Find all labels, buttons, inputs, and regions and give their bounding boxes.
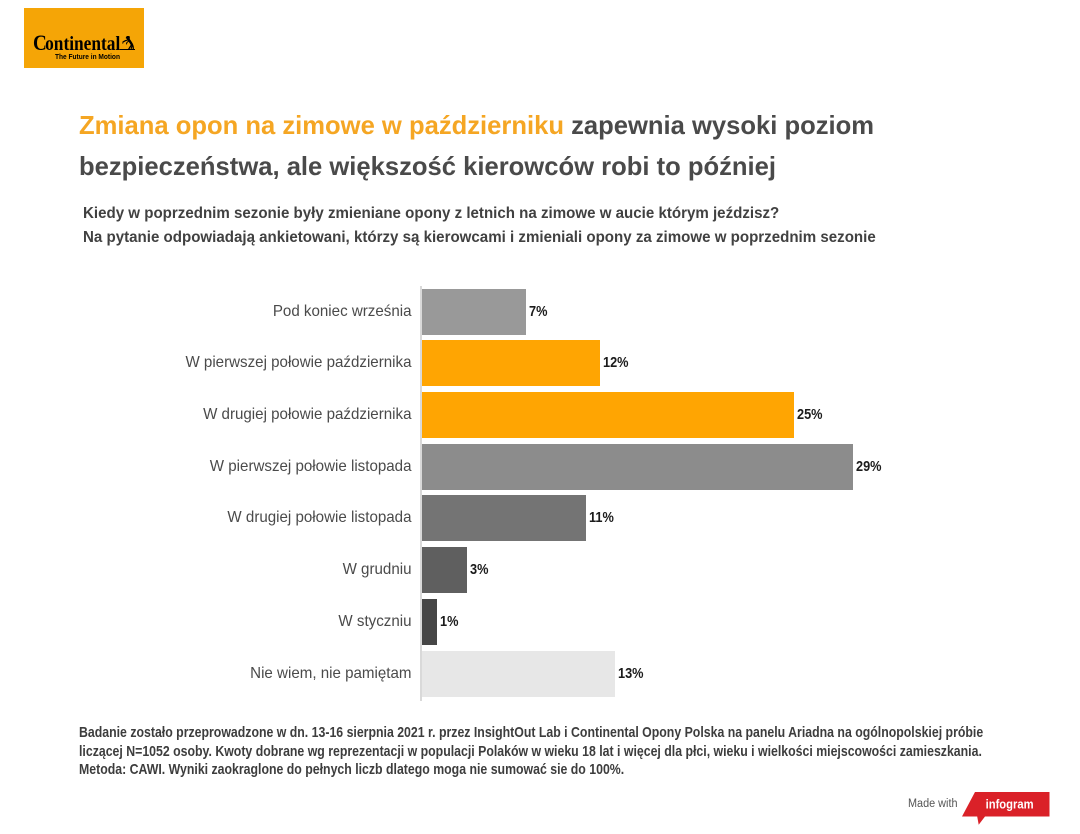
- svg-text:infogram: infogram: [986, 796, 1034, 811]
